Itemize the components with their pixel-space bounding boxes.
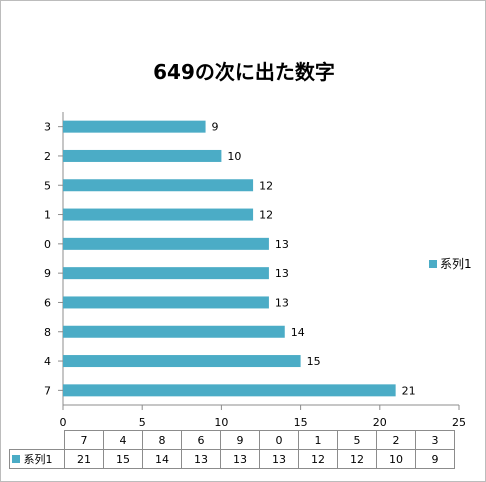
data-label: 13: [275, 238, 289, 251]
table-series-name: 系列1: [23, 453, 53, 466]
category-label: 4: [44, 355, 51, 368]
category-label: 7: [44, 384, 51, 397]
bar: [63, 179, 254, 192]
table-category-cell: 3: [415, 430, 455, 450]
table-category-cell: 6: [181, 430, 221, 450]
category-label: 0: [44, 238, 51, 251]
legend-swatch: [429, 259, 437, 268]
data-label: 14: [291, 326, 305, 339]
table-value-cell: 13: [220, 449, 260, 469]
table-category-cell: 9: [220, 430, 260, 450]
table-value-cell: 14: [142, 449, 182, 469]
category-label: 8: [44, 326, 51, 339]
table-swatch: [12, 455, 20, 463]
table-series-label: 系列1: [9, 449, 65, 469]
plot-area: 0 5 10 15 20 25 7 21 4 15 8 14 6 13 9 13 0 13 1 12 5 12 2 10 3 9: [44, 112, 466, 429]
bar: [63, 384, 396, 397]
table-value-cell: 15: [103, 449, 143, 469]
x-tick-label: 15: [294, 416, 308, 429]
bar: [63, 149, 222, 162]
data-label: 12: [259, 209, 273, 222]
table-value-cell: 9: [415, 449, 455, 469]
table-category-cell: 2: [376, 430, 416, 450]
bar: [63, 120, 206, 133]
table-value-row: 系列1 21 15 14 13 13 13 12 12 10 9: [9, 449, 455, 469]
x-tick-label: 25: [452, 416, 466, 429]
data-label: 15: [307, 355, 321, 368]
table-value-cell: 13: [181, 449, 221, 469]
table-value-cell: 13: [259, 449, 299, 469]
data-label: 21: [402, 384, 416, 397]
category-label: 6: [44, 296, 51, 309]
table-category-cell: 1: [298, 430, 338, 450]
bar: [63, 325, 285, 338]
legend: 系列1: [429, 255, 472, 272]
bar: [63, 208, 254, 221]
table-value-cell: 10: [376, 449, 416, 469]
bar: [63, 355, 301, 368]
x-tick-label: 5: [139, 416, 146, 429]
table-corner: [9, 430, 65, 450]
data-label: 13: [275, 296, 289, 309]
table-value-cell: 12: [337, 449, 377, 469]
data-label: 12: [259, 179, 273, 192]
bar: [63, 267, 269, 280]
category-label: 9: [44, 267, 51, 280]
data-label: 10: [227, 150, 241, 163]
bar: [63, 237, 269, 250]
table-category-cell: 8: [142, 430, 182, 450]
category-label: 1: [44, 209, 51, 222]
table-category-cell: 7: [64, 430, 104, 450]
category-label: 5: [44, 179, 51, 192]
category-label: 2: [44, 150, 51, 163]
x-tick-label: 0: [60, 416, 67, 429]
x-tick-label: 20: [373, 416, 387, 429]
chart-title: 649の次に出た数字: [153, 60, 335, 84]
data-label: 9: [212, 121, 219, 134]
bar: [63, 296, 269, 309]
legend-label: 系列1: [440, 257, 472, 271]
category-label: 3: [44, 121, 51, 134]
table-category-cell: 4: [103, 430, 143, 450]
table-category-cell: 0: [259, 430, 299, 450]
x-tick-label: 10: [214, 416, 228, 429]
table-value-cell: 12: [298, 449, 338, 469]
table-category-cell: 5: [337, 430, 377, 450]
data-label: 13: [275, 267, 289, 280]
table-value-cell: 21: [64, 449, 104, 469]
